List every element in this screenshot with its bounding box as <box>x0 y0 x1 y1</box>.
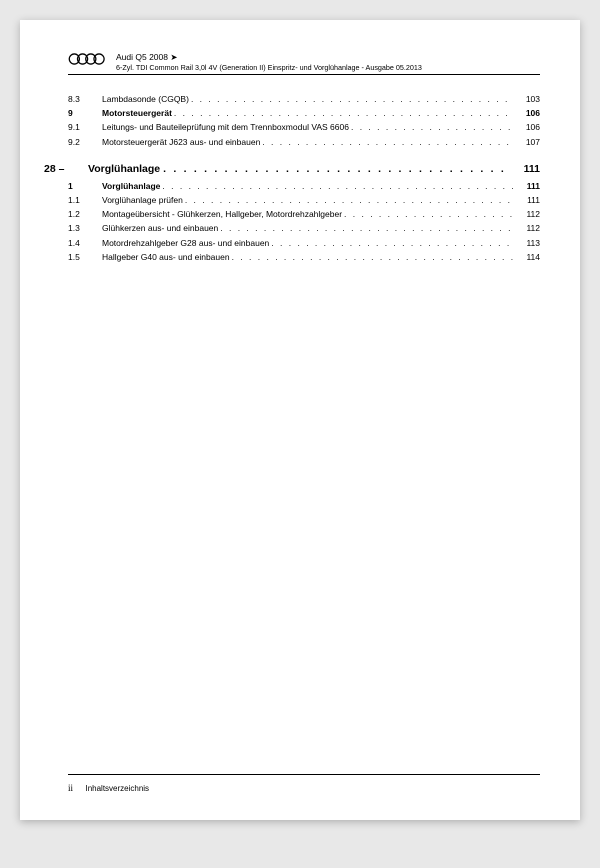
chapter-number: 28 – <box>44 161 88 177</box>
toc-leader-dots: . . . . . . . . . . . . . . . . . . . . … <box>183 194 514 207</box>
toc-entry: 9.2Motorsteuergerät J623 aus- und einbau… <box>68 136 540 149</box>
toc-entry: 1.3Glühkerzen aus- und einbauen. . . . .… <box>68 222 540 235</box>
toc-entry-page: 106 <box>514 121 540 134</box>
toc-leader-dots: . . . . . . . . . . . . . . . . . . . . … <box>230 251 514 264</box>
toc-entry-title: Vorglühanlage <box>102 180 160 193</box>
toc-entry-number: 9 <box>68 107 102 120</box>
toc-entry-number: 1.5 <box>68 251 102 264</box>
header-subtitle: 6-Zyl. TDI Common Rail 3,0l 4V (Generati… <box>116 63 540 72</box>
toc-entry: 9.1Leitungs- und Bauteileprüfung mit dem… <box>68 121 540 134</box>
toc-entry-page: 106 <box>514 107 540 120</box>
header-arrow-icon: ➤ <box>170 52 177 62</box>
toc-entry: 1.4Motordrehzahlgeber G28 aus- und einba… <box>68 237 540 250</box>
toc-entry: 1.2Montageübersicht - Glühkerzen, Hallge… <box>68 208 540 221</box>
toc-entry-page: 103 <box>514 93 540 106</box>
toc-entry-title: Lambdasonde (CGQB) <box>102 93 189 106</box>
page-footer: ii Inhaltsverzeichnis <box>68 774 540 796</box>
toc-leader-dots: . . . . . . . . . . . . . . . . . . . . … <box>269 237 514 250</box>
toc-entry: 1.1Vorglühanlage prüfen. . . . . . . . .… <box>68 194 540 207</box>
toc-entry-page: 111 <box>514 194 540 207</box>
toc-leader-dots: . . . . . . . . . . . . . . . . . . . . … <box>218 222 514 235</box>
toc-entry-number: 9.1 <box>68 121 102 134</box>
toc-entry-page: 112 <box>514 208 540 221</box>
toc-leader-dots: . . . . . . . . . . . . . . . . . . . . … <box>160 180 514 193</box>
toc-entry-page: 111 <box>514 180 540 193</box>
footer-label: Inhaltsverzeichnis <box>85 784 149 793</box>
toc-entry: 1Vorglühanlage. . . . . . . . . . . . . … <box>68 180 540 193</box>
toc-entry-title: Motordrehzahlgeber G28 aus- und einbauen <box>102 237 269 250</box>
chapter-title: Vorglühanlage <box>88 161 160 177</box>
toc-leader-dots: . . . . . . . . . . . . . . . . . . . . … <box>342 208 514 221</box>
toc-block-1: 8.3Lambdasonde (CGQB). . . . . . . . . .… <box>68 93 540 149</box>
toc-entry-number: 9.2 <box>68 136 102 149</box>
toc-block-2: 1Vorglühanlage. . . . . . . . . . . . . … <box>68 180 540 264</box>
toc-entry-title: Leitungs- und Bauteileprüfung mit dem Tr… <box>102 121 349 134</box>
toc-entry-title: Motorsteuergerät J623 aus- und einbauen <box>102 136 260 149</box>
toc-entry-title: Glühkerzen aus- und einbauen <box>102 222 218 235</box>
toc-entry-title: Hallgeber G40 aus- und einbauen <box>102 251 230 264</box>
audi-rings-icon <box>68 52 106 66</box>
toc-entry-number: 1 <box>68 180 102 193</box>
toc-entry: 8.3Lambdasonde (CGQB). . . . . . . . . .… <box>68 93 540 106</box>
document-page: Audi Q5 2008 ➤ 6-Zyl. TDI Common Rail 3,… <box>20 20 580 820</box>
toc-leader-dots: . . . . . . . . . . . . . . . . . . . . … <box>349 121 514 134</box>
chapter-leader-dots: . . . . . . . . . . . . . . . . . . . . … <box>160 161 510 177</box>
toc-entry-number: 1.1 <box>68 194 102 207</box>
toc-leader-dots: . . . . . . . . . . . . . . . . . . . . … <box>260 136 514 149</box>
chapter-page: 111 <box>510 161 540 177</box>
header-text-block: Audi Q5 2008 ➤ 6-Zyl. TDI Common Rail 3,… <box>110 52 540 72</box>
header-model: Audi Q5 2008 <box>116 52 168 62</box>
toc-entry-page: 114 <box>514 251 540 264</box>
toc-entry-page: 112 <box>514 222 540 235</box>
toc-entry: 1.5Hallgeber G40 aus- und einbauen. . . … <box>68 251 540 264</box>
audi-logo <box>68 52 110 71</box>
toc-entry-number: 1.2 <box>68 208 102 221</box>
toc-entry-title: Montageübersicht - Glühkerzen, Hallgeber… <box>102 208 342 221</box>
toc-entry-number: 1.4 <box>68 237 102 250</box>
toc-entry-number: 8.3 <box>68 93 102 106</box>
toc-entry-page: 113 <box>514 237 540 250</box>
toc-chapter-row: 28 – Vorglühanlage . . . . . . . . . . .… <box>68 161 540 177</box>
toc-leader-dots: . . . . . . . . . . . . . . . . . . . . … <box>172 107 514 120</box>
toc-entry-number: 1.3 <box>68 222 102 235</box>
toc-entry: 9Motorsteuergerät. . . . . . . . . . . .… <box>68 107 540 120</box>
page-header: Audi Q5 2008 ➤ 6-Zyl. TDI Common Rail 3,… <box>68 52 540 75</box>
table-of-contents: 8.3Lambdasonde (CGQB). . . . . . . . . .… <box>68 93 540 264</box>
header-model-line: Audi Q5 2008 ➤ <box>116 52 540 63</box>
footer-page-number: ii <box>68 783 81 793</box>
toc-leader-dots: . . . . . . . . . . . . . . . . . . . . … <box>189 93 514 106</box>
toc-entry-title: Vorglühanlage prüfen <box>102 194 183 207</box>
toc-entry-title: Motorsteuergerät <box>102 107 172 120</box>
toc-entry-page: 107 <box>514 136 540 149</box>
